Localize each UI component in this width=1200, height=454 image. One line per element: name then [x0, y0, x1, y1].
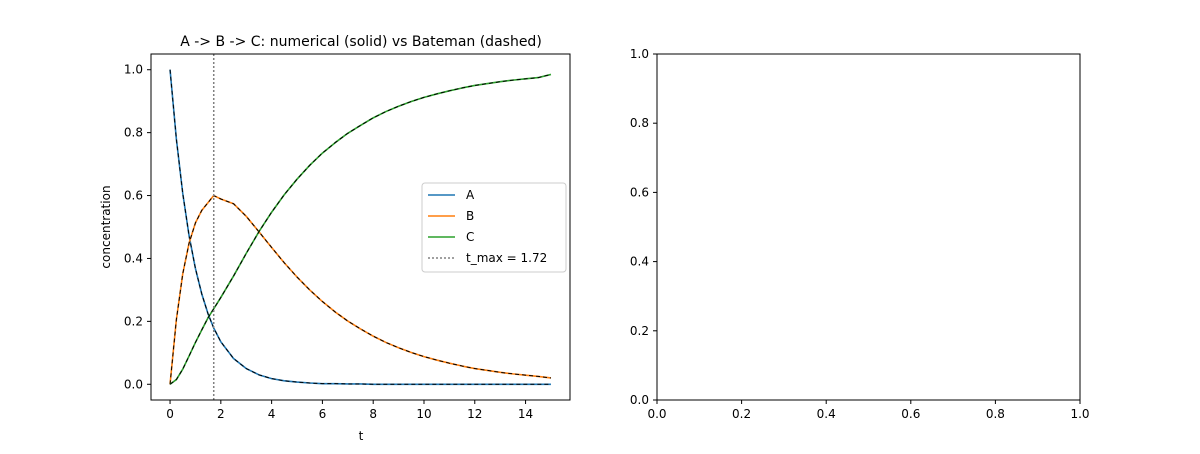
legend-label: t_max = 1.72: [466, 251, 547, 265]
x-tick-label: 0.8: [986, 407, 1005, 421]
bateman-line-B: [169, 194, 552, 385]
empty-plot-area-frame: [656, 53, 1081, 401]
legend-label: A: [466, 188, 475, 202]
x-tick-label: 1.0: [1070, 407, 1089, 421]
bateman-line-C: [169, 73, 552, 385]
y-tick-label: 0.8: [124, 126, 143, 140]
y-axis-label: concentration: [99, 185, 113, 268]
x-tick-label: 0.4: [817, 407, 836, 421]
x-tick-label: 14: [518, 407, 533, 421]
y-tick-label: 0.4: [124, 251, 143, 265]
y-ticks: 0.0 0.2 0.4 0.6 0.8 1.0: [630, 47, 657, 407]
x-ticks: 0.0 0.2 0.4 0.6 0.8 1.0: [647, 400, 1090, 421]
legend-label: B: [466, 209, 474, 223]
y-tick-label: 0.0: [630, 393, 649, 407]
x-axis-label: t: [359, 429, 364, 443]
x-tick-label: 0: [166, 407, 174, 421]
y-tick-label: 0.0: [124, 377, 143, 391]
left-chart: A -> B -> C: numerical (solid) vs Batema…: [99, 34, 571, 443]
series-group: [169, 69, 552, 386]
y-tick-label: 0.8: [630, 116, 649, 130]
y-tick-label: 0.6: [630, 185, 649, 199]
y-tick-label: 1.0: [630, 47, 649, 61]
y-tick-label: 0.2: [124, 314, 143, 328]
legend-label: C: [466, 230, 474, 244]
legend-box: [421, 182, 567, 273]
x-tick-label: 8: [369, 407, 377, 421]
bateman-line-A: [169, 69, 551, 385]
plot-area-frame: [150, 53, 571, 401]
x-tick-label: 0.2: [732, 407, 751, 421]
y-ticks: 0.0 0.2 0.4 0.6 0.8 1.0: [124, 63, 151, 391]
chart-title: A -> B -> C: numerical (solid) vs Batema…: [180, 34, 542, 50]
x-tick-label: 0.6: [901, 407, 920, 421]
x-tick-label: 4: [268, 407, 276, 421]
y-tick-label: 1.0: [124, 63, 143, 77]
x-tick-label: 6: [319, 407, 327, 421]
x-tick-label: 2: [217, 407, 225, 421]
x-tick-label: 12: [467, 407, 482, 421]
y-tick-label: 0.4: [630, 255, 649, 269]
y-tick-label: 0.2: [630, 324, 649, 338]
x-tick-label: 0.0: [647, 407, 666, 421]
x-tick-label: 10: [416, 407, 431, 421]
x-ticks: 0 2 4 6 8 10 12 14: [166, 400, 533, 421]
y-tick-label: 0.6: [124, 189, 143, 203]
right-chart: 0.0 0.2 0.4 0.6 0.8 1.0 0.0 0.2 0.4 0.6 0.8 1.0: [630, 47, 1090, 421]
